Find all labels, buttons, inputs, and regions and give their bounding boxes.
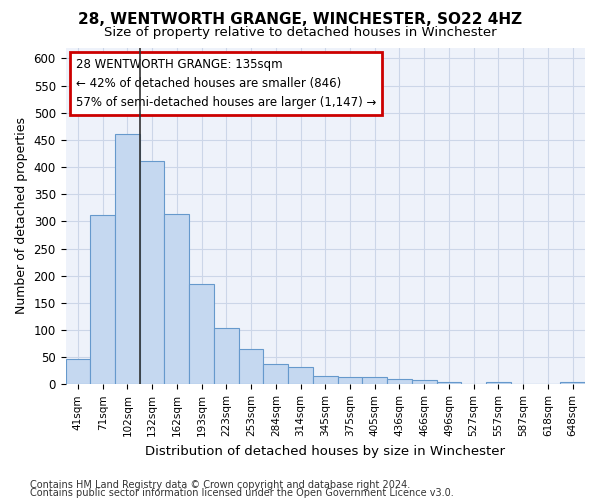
Bar bbox=[387, 379, 412, 384]
Bar bbox=[140, 161, 164, 384]
Bar bbox=[214, 328, 239, 384]
Bar bbox=[288, 368, 313, 384]
Bar bbox=[437, 382, 461, 384]
X-axis label: Distribution of detached houses by size in Winchester: Distribution of detached houses by size … bbox=[145, 444, 505, 458]
Bar bbox=[239, 349, 263, 384]
Bar bbox=[486, 382, 511, 384]
Text: Contains HM Land Registry data © Crown copyright and database right 2024.: Contains HM Land Registry data © Crown c… bbox=[30, 480, 410, 490]
Text: 28 WENTWORTH GRANGE: 135sqm
← 42% of detached houses are smaller (846)
57% of se: 28 WENTWORTH GRANGE: 135sqm ← 42% of det… bbox=[76, 58, 376, 108]
Text: 28, WENTWORTH GRANGE, WINCHESTER, SO22 4HZ: 28, WENTWORTH GRANGE, WINCHESTER, SO22 4… bbox=[78, 12, 522, 28]
Bar bbox=[313, 376, 338, 384]
Text: Contains public sector information licensed under the Open Government Licence v3: Contains public sector information licen… bbox=[30, 488, 454, 498]
Bar bbox=[189, 284, 214, 384]
Y-axis label: Number of detached properties: Number of detached properties bbox=[15, 118, 28, 314]
Bar bbox=[115, 134, 140, 384]
Bar bbox=[164, 214, 189, 384]
Bar bbox=[560, 382, 585, 384]
Bar bbox=[90, 216, 115, 384]
Bar bbox=[362, 378, 387, 384]
Bar bbox=[338, 378, 362, 384]
Bar bbox=[263, 364, 288, 384]
Bar bbox=[412, 380, 437, 384]
Text: Size of property relative to detached houses in Winchester: Size of property relative to detached ho… bbox=[104, 26, 496, 39]
Bar bbox=[65, 360, 90, 384]
